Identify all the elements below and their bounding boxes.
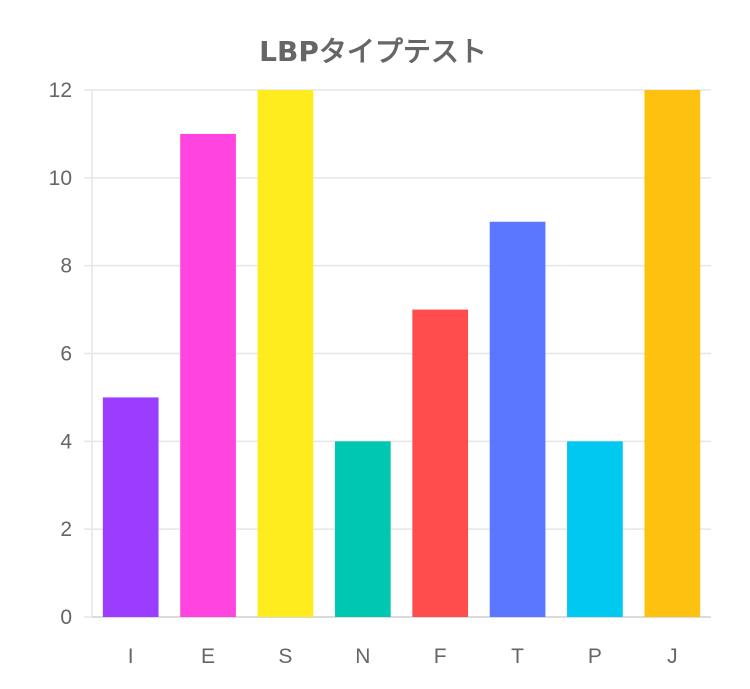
- x-tick-label-F: F: [434, 645, 447, 668]
- x-tick-label-J: J: [667, 645, 678, 668]
- x-tick-label-I: I: [128, 645, 134, 668]
- x-tick-label-T: T: [511, 645, 524, 668]
- bar-P[interactable]: [567, 441, 623, 617]
- x-tick-label-S: S: [278, 645, 292, 668]
- y-tick-label: 2: [60, 518, 72, 541]
- bar-N[interactable]: [334, 441, 391, 617]
- bar-F[interactable]: [412, 309, 469, 617]
- y-axis-ticks: 0 2 4 6 8 10 12: [49, 79, 73, 629]
- y-tick-label: 12: [49, 79, 72, 102]
- bars: [102, 90, 701, 617]
- chart-title: LBPタイプテスト: [259, 35, 487, 68]
- y-tick-label: 8: [60, 255, 72, 278]
- bar-I[interactable]: [102, 397, 159, 617]
- y-tick-label: 4: [60, 430, 72, 453]
- bar-E[interactable]: [180, 133, 236, 617]
- x-tick-label-E: E: [201, 645, 215, 668]
- bar-J[interactable]: [644, 90, 701, 617]
- bar-S[interactable]: [257, 90, 314, 617]
- x-tick-label-P: P: [588, 645, 602, 668]
- x-tick-label-N: N: [355, 645, 370, 668]
- bar-T[interactable]: [489, 221, 546, 617]
- y-tick-label: 0: [60, 606, 72, 629]
- y-tick-label: 10: [49, 167, 72, 190]
- y-tick-label: 6: [60, 343, 72, 366]
